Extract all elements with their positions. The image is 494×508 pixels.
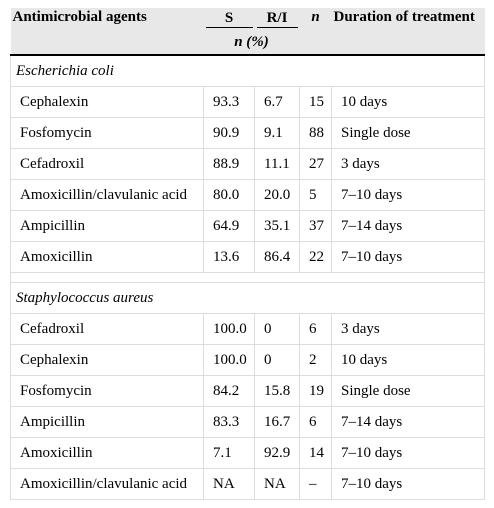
agent-cell: Amoxicillin/clavulanic acid <box>10 179 204 211</box>
s-cell: 83.3 <box>203 406 255 438</box>
table-row: Cephalexin 93.3 6.7 15 10 days <box>10 86 485 118</box>
agent-cell: Cephalexin <box>10 86 204 118</box>
s-cell: 80.0 <box>203 179 255 211</box>
table-row: Ampicillin 83.3 16.7 6 7–14 days <box>10 406 485 438</box>
n-cell: 88 <box>299 117 332 149</box>
table-row: Amoxicillin/clavulanic acid NA NA –7–10 day… <box>10 468 485 500</box>
n-cell: 27 <box>299 148 332 180</box>
agent-cell: Cefadroxil <box>10 313 204 345</box>
organism-name: Staphylococcus aureus <box>10 282 485 314</box>
agent-cell: Ampicillin <box>10 210 204 242</box>
duration-cell: 7–10 days <box>331 468 485 500</box>
s-cell: 100.0 <box>203 344 255 376</box>
agent-cell: Amoxicillin <box>10 241 204 273</box>
agent-cell: Fosfomycin <box>10 117 204 149</box>
duration-cell: 7–14 days <box>331 210 485 242</box>
table-row: Cefadroxil 88.9 11.1 27 3 days <box>10 148 485 180</box>
header-n: n <box>299 8 332 56</box>
duration-cell: 7–10 days <box>331 241 485 273</box>
antimicrobial-table: Antimicrobial agents S R/I n Duration of… <box>10 8 485 500</box>
s-cell: 93.3 <box>203 86 255 118</box>
s-cell: 7.1 <box>203 437 255 469</box>
agent-cell: Fosfomycin <box>10 375 204 407</box>
s-cell: 100.0 <box>203 313 255 345</box>
duration-cell: Single dose <box>331 375 485 407</box>
ri-cell: 86.4 <box>254 241 300 273</box>
ri-cell: 0 <box>254 313 300 345</box>
table-row: Fosfomycin 84.2 15.8 19 Single dose <box>10 375 485 407</box>
agent-cell: Ampicillin <box>10 406 204 438</box>
ri-cell: 6.7 <box>254 86 300 118</box>
duration-cell: 3 days <box>331 148 485 180</box>
s-cell: NA <box>203 468 255 500</box>
header-n-percent: n (%) <box>203 30 300 56</box>
n-cell: 22 <box>299 241 332 273</box>
table-row: Amoxicillin 7.1 92.9 14 7–10 days <box>10 437 485 469</box>
s-cell: 64.9 <box>203 210 255 242</box>
header-duration: Duration of treatment <box>331 8 485 56</box>
duration-cell: 7–10 days <box>331 179 485 211</box>
agent-cell: Cefadroxil <box>10 148 204 180</box>
n-cell: 15 <box>299 86 332 118</box>
s-cell: 13.6 <box>203 241 255 273</box>
s-cell: 88.9 <box>203 148 255 180</box>
table-row: Amoxicillin/clavulanic acid 80.0 20.0 5 7–10… <box>10 179 485 211</box>
header-s: S <box>203 8 255 30</box>
organism-name: Escherichia coli <box>10 54 485 87</box>
agent-cell: Amoxicillin <box>10 437 204 469</box>
duration-cell: 10 days <box>331 344 485 376</box>
table-row: Cefadroxil 100.0 0 6 3 days <box>10 313 485 345</box>
table-row: Amoxicillin 13.6 86.4 22 7–10 days <box>10 241 485 273</box>
duration-cell: Single dose <box>331 117 485 149</box>
agent-cell: Cephalexin <box>10 344 204 376</box>
duration-cell: 3 days <box>331 313 485 345</box>
n-cell: 19 <box>299 375 332 407</box>
s-cell: 84.2 <box>203 375 255 407</box>
group-header-row: Escherichia coli <box>10 54 485 87</box>
ri-cell: NA <box>254 468 300 500</box>
agent-cell: Amoxicillin/clavulanic acid <box>10 468 204 500</box>
ri-cell: 11.1 <box>254 148 300 180</box>
table-row: Ampicillin 64.9 35.1 37 7–14 days <box>10 210 485 242</box>
n-cell: 5 <box>299 179 332 211</box>
duration-cell: 7–10 days <box>331 437 485 469</box>
duration-cell: 7–14 days <box>331 406 485 438</box>
table-row: Fosfomycin 90.9 9.1 88 Single dose <box>10 117 485 149</box>
n-cell: 14 <box>299 437 332 469</box>
s-cell: 90.9 <box>203 117 255 149</box>
ri-cell: 0 <box>254 344 300 376</box>
n-cell: 6 <box>299 406 332 438</box>
duration-cell: 10 days <box>331 86 485 118</box>
table-row: Cephalexin 100.0 0 2 10 days <box>10 344 485 376</box>
ri-cell: 20.0 <box>254 179 300 211</box>
ri-cell: 15.8 <box>254 375 300 407</box>
spacer-cell <box>10 272 485 283</box>
n-cell: 2 <box>299 344 332 376</box>
ri-cell: 9.1 <box>254 117 300 149</box>
n-cell: 37 <box>299 210 332 242</box>
ri-cell: 92.9 <box>254 437 300 469</box>
ri-cell: 35.1 <box>254 210 300 242</box>
ri-cell: 16.7 <box>254 406 300 438</box>
n-cell: 6 <box>299 313 332 345</box>
header-ri: R/I <box>254 8 300 30</box>
n-cell: – <box>299 468 332 500</box>
header-agents: Antimicrobial agents <box>10 8 204 56</box>
group-header-row: Staphylococcus aureus <box>10 282 485 314</box>
table-body: Escherichia coli Cephalexin 93.3 6.7 15 10 da… <box>10 54 485 500</box>
group-spacer <box>10 272 485 283</box>
